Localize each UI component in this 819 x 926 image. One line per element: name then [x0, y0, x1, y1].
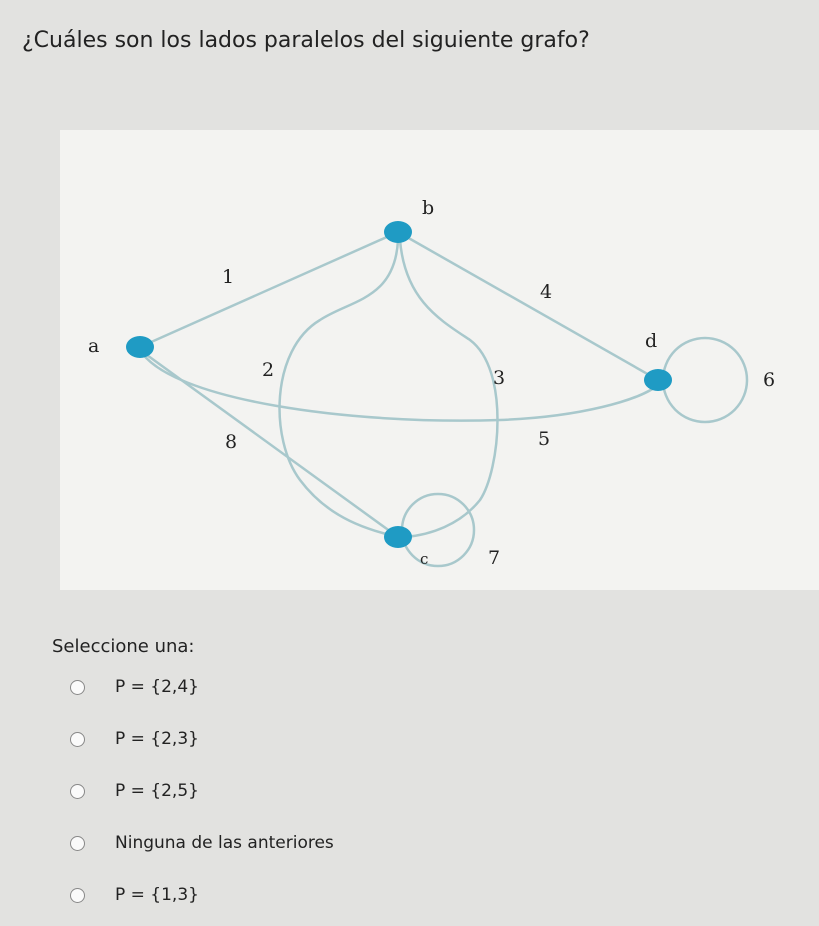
radio-button[interactable]	[70, 835, 85, 851]
edge-label: 3	[493, 367, 505, 389]
graph-diagram: b a d c 1 4 2 3 5 6 7 8	[60, 130, 819, 590]
question: ¿Cuáles son los lados paralelos del sigu…	[22, 28, 590, 53]
node-label: c	[420, 550, 428, 568]
node	[384, 221, 412, 243]
option[interactable]: P = {2,4}	[70, 677, 199, 697]
edge-label: 4	[540, 281, 552, 303]
prompt: Seleccione una:	[52, 636, 195, 657]
edge-label: 2	[262, 359, 274, 381]
edge-label: 6	[763, 369, 775, 391]
edge-label: 7	[488, 547, 500, 569]
option[interactable]: P = {2,5}	[70, 781, 199, 801]
option-text[interactable]: Ninguna de las anteriores	[115, 833, 334, 853]
node-label: a	[88, 335, 99, 357]
radio-button[interactable]	[70, 679, 85, 695]
radio-button[interactable]	[70, 783, 85, 799]
edge	[398, 239, 499, 539]
diagram-background	[60, 130, 819, 590]
node	[384, 526, 412, 548]
node-label: b	[422, 197, 434, 219]
edge	[139, 348, 399, 539]
edge	[397, 230, 659, 382]
edge	[278, 239, 400, 539]
node	[126, 336, 154, 358]
option[interactable]: P = {1,3}	[70, 885, 199, 905]
edge-label: 5	[538, 428, 550, 450]
radio-button[interactable]	[70, 731, 85, 747]
node-label: d	[645, 330, 657, 352]
option[interactable]: P = {2,3}	[70, 729, 199, 749]
option[interactable]: Ninguna de las anteriores	[70, 833, 334, 853]
option-text[interactable]: P = {2,5}	[115, 781, 199, 801]
edge-label: 1	[222, 266, 234, 288]
edge	[138, 349, 659, 422]
radio-button[interactable]	[70, 887, 85, 903]
node	[644, 369, 672, 391]
option-text[interactable]: P = {2,3}	[115, 729, 199, 749]
option-text[interactable]: P = {2,4}	[115, 677, 199, 697]
edge	[139, 230, 399, 349]
option-text[interactable]: P = {1,3}	[115, 885, 199, 905]
edge-label: 8	[225, 431, 237, 453]
